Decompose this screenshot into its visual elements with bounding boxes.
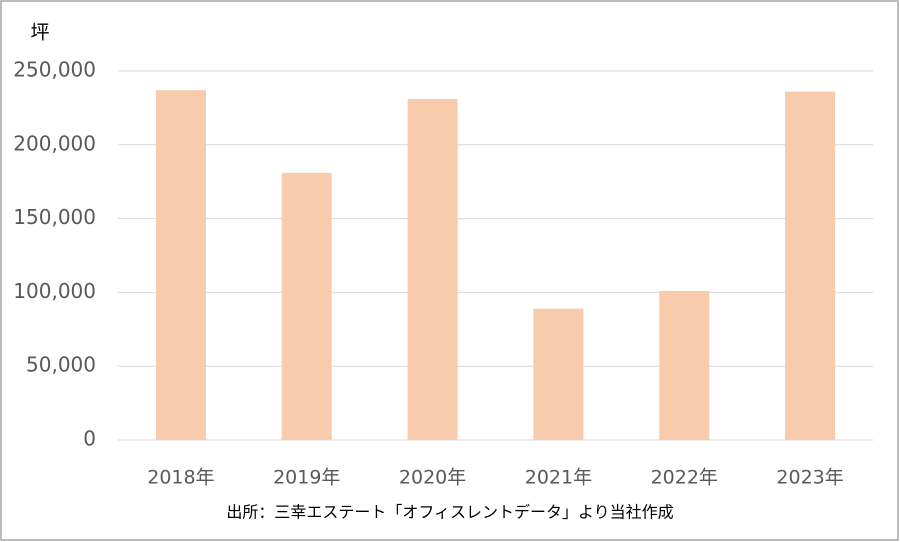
y-tick-label: 0 [83,427,96,451]
y-tick-label: 100,000 [13,279,96,303]
x-tick-label: 2022年 [651,467,718,489]
y-tick-label: 150,000 [13,205,96,229]
bar [785,91,836,440]
y-axis-label: 坪 [30,22,49,44]
bar [155,90,206,441]
x-tick-label: 2019年 [273,467,340,489]
source-note: 出所：三幸エステート「オフィスレントデータ」より当社作成 [226,503,673,522]
y-tick-label: 200,000 [13,131,96,155]
bar [281,172,332,440]
bar [533,308,584,440]
bar [407,99,458,440]
x-tick-label: 2020年 [399,467,466,489]
bar [659,290,710,440]
x-tick-label: 2018年 [147,467,214,489]
x-tick-label: 2021年 [525,467,592,489]
y-tick-label: 50,000 [26,353,96,377]
x-tick-label: 2023年 [776,467,843,489]
y-tick-label: 250,000 [13,58,96,82]
